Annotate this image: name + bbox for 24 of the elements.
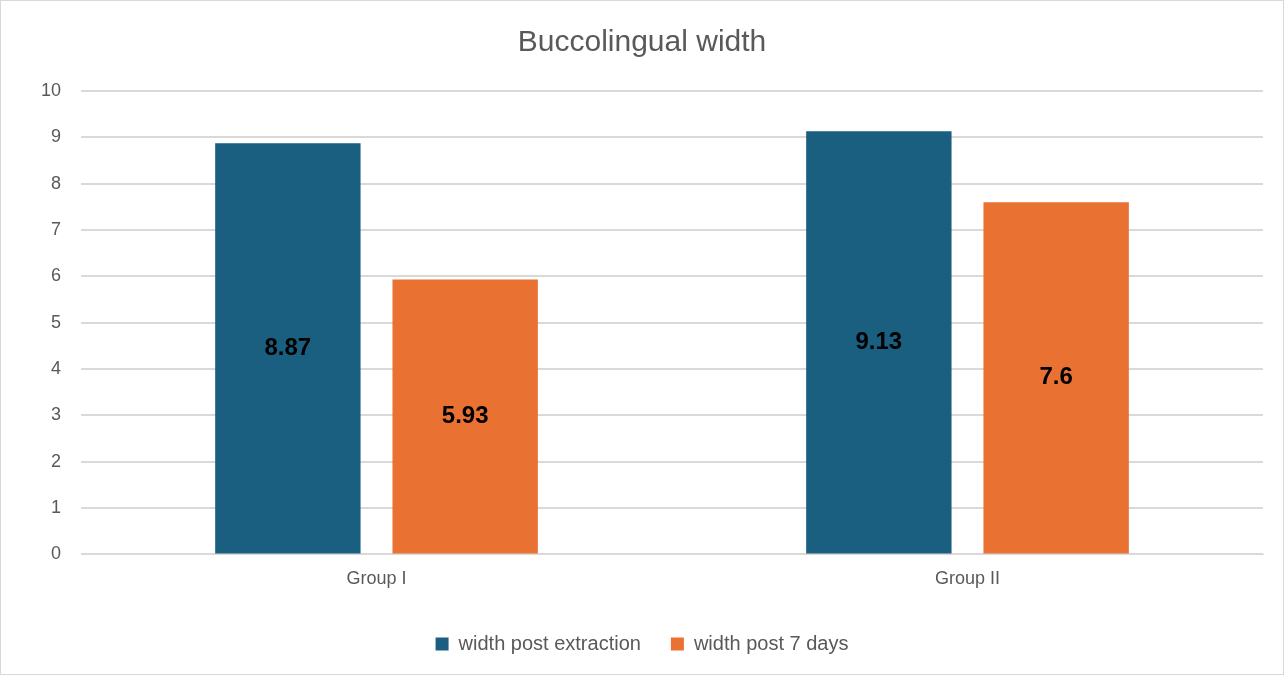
y-tick-label: 1 xyxy=(51,497,62,518)
data-label: 5.93 xyxy=(441,401,489,429)
y-tick-label: 6 xyxy=(51,265,62,286)
y-tick-label: 3 xyxy=(51,404,62,425)
data-label: 8.87 xyxy=(264,333,312,361)
x-tick-label: Group II xyxy=(934,568,1001,589)
bar xyxy=(983,202,1129,554)
y-tick-label: 0 xyxy=(51,543,62,564)
y-tick-label: 7 xyxy=(51,218,62,239)
bar xyxy=(215,143,361,554)
bar xyxy=(392,279,538,554)
legend-label: width post extraction xyxy=(457,631,641,654)
x-tick-label: Group I xyxy=(346,568,407,589)
data-label: 9.13 xyxy=(855,326,903,354)
chart-title: Buccolingual width xyxy=(517,24,767,58)
y-tick-label: 2 xyxy=(51,450,62,471)
y-tick-label: 9 xyxy=(51,126,62,147)
legend-label: width post 7 days xyxy=(692,631,849,654)
y-tick-label: 5 xyxy=(51,311,62,332)
y-tick-label: 4 xyxy=(51,358,62,379)
y-tick-label: 10 xyxy=(40,79,62,100)
bar xyxy=(806,131,952,554)
y-tick-label: 8 xyxy=(51,172,62,193)
data-label: 7.6 xyxy=(1039,362,1073,390)
